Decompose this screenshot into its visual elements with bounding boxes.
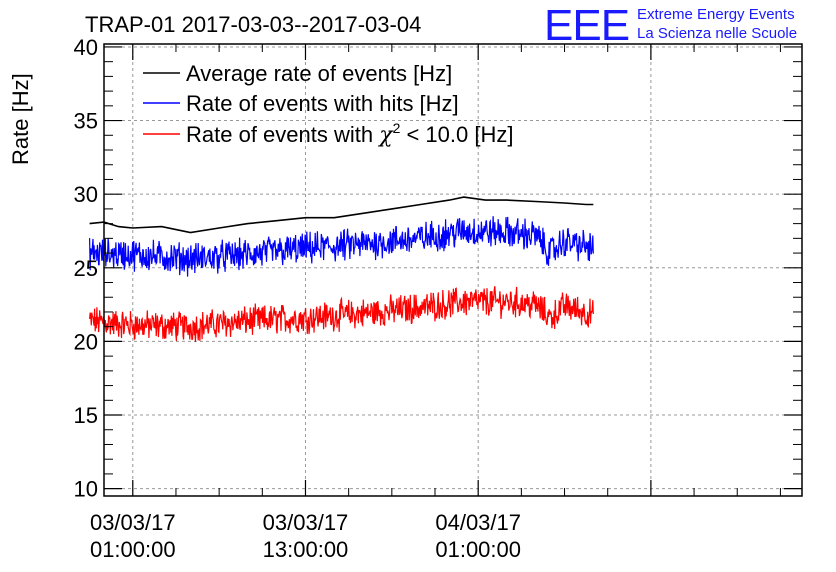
y-tick-label: 40	[74, 35, 98, 60]
series-layer	[89, 196, 594, 343]
x-tick-label-date: 04/03/17	[435, 510, 521, 535]
eee-logo-line1: Extreme Energy Events	[637, 6, 795, 23]
y-tick-label: 35	[74, 109, 98, 134]
plot-frame	[103, 43, 803, 497]
axis-layer: 1015202530354003/03/1701:00:0003/03/1713…	[74, 35, 802, 562]
x-tick-label-time: 01:00:00	[435, 537, 521, 562]
x-tick-label-time: 13:00:00	[263, 537, 349, 562]
x-tick-label-time: 01:00:00	[90, 537, 176, 562]
legend: Average rate of events [Hz] Rate of even…	[143, 61, 513, 148]
x-tick-label-date: 03/03/17	[263, 510, 349, 535]
legend-label-average: Average rate of events [Hz]	[186, 61, 452, 86]
y-axis-label: Rate [Hz]	[8, 73, 33, 165]
eee-logo-mark: EEE	[544, 1, 629, 50]
legend-label-chi2: Rate of events with χ2 < 10.0 [Hz]	[186, 120, 513, 148]
y-tick-label: 30	[74, 182, 98, 207]
legend-chi2-symbol: χ	[377, 123, 394, 148]
grid-lines	[104, 44, 802, 496]
eee-logo-line2: La Scienza nelle Scuole	[637, 25, 797, 42]
eee-logo: EEE Extreme Energy Events La Scienza nel…	[544, 1, 797, 50]
legend-label-hits: Rate of events with hits [Hz]	[186, 91, 459, 116]
series-line-0	[89, 196, 594, 234]
legend-chi2-pre: Rate of events with	[186, 122, 379, 147]
legend-chi2-sup: 2	[393, 120, 401, 136]
series-line-1	[89, 216, 594, 277]
y-tick-label: 25	[74, 256, 98, 281]
chart-title: TRAP-01 2017-03-03--2017-03-04	[85, 12, 421, 37]
x-tick-label-date: 03/03/17	[90, 510, 176, 535]
series-line-2	[89, 286, 594, 343]
legend-chi2-post: < 10.0 [Hz]	[400, 122, 513, 147]
y-tick-label: 15	[74, 403, 98, 428]
y-tick-label: 20	[74, 329, 98, 354]
y-tick-label: 10	[74, 477, 98, 502]
